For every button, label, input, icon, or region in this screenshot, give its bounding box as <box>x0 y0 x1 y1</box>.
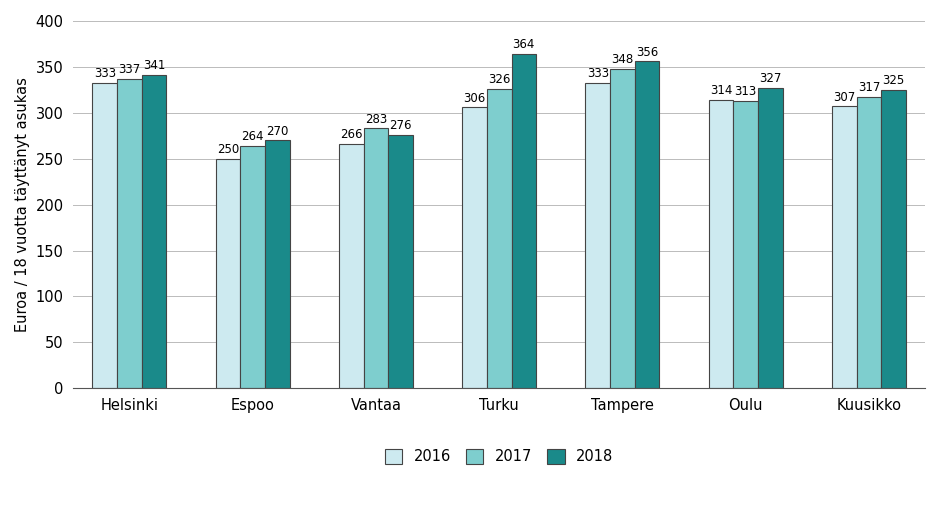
Bar <box>709 100 733 388</box>
Bar <box>265 140 290 388</box>
Text: 356: 356 <box>636 46 658 59</box>
Text: 276: 276 <box>389 119 412 132</box>
Legend: 2016, 2017, 2018: 2016, 2017, 2018 <box>379 443 619 470</box>
Bar <box>634 61 660 388</box>
Bar <box>832 106 856 388</box>
Bar <box>241 146 265 388</box>
Y-axis label: Euroa / 18 vuotta täyttänyt asukas: Euroa / 18 vuotta täyttänyt asukas <box>15 77 30 332</box>
Text: 317: 317 <box>858 81 880 94</box>
Text: 333: 333 <box>94 67 116 80</box>
Bar <box>215 159 241 388</box>
Text: 341: 341 <box>143 59 165 72</box>
Bar <box>364 128 388 388</box>
Text: 337: 337 <box>118 63 141 76</box>
Text: 333: 333 <box>587 67 609 80</box>
Text: 314: 314 <box>710 84 732 97</box>
Bar <box>462 107 487 388</box>
Bar <box>339 144 364 388</box>
Bar <box>142 75 166 388</box>
Text: 313: 313 <box>734 85 757 98</box>
Bar <box>856 97 882 388</box>
Bar <box>610 69 635 388</box>
Text: 364: 364 <box>512 39 535 51</box>
Text: 283: 283 <box>365 113 387 126</box>
Bar <box>586 82 610 388</box>
Bar <box>388 135 413 388</box>
Text: 264: 264 <box>242 130 264 143</box>
Text: 326: 326 <box>488 73 510 86</box>
Text: 348: 348 <box>611 53 634 66</box>
Text: 270: 270 <box>266 125 289 138</box>
Bar <box>882 90 906 388</box>
Text: 325: 325 <box>883 74 905 87</box>
Bar <box>511 54 536 388</box>
Bar <box>118 79 142 388</box>
Text: 306: 306 <box>463 92 486 105</box>
Bar <box>758 88 783 388</box>
Text: 266: 266 <box>340 128 363 141</box>
Bar <box>487 89 511 388</box>
Bar <box>92 82 118 388</box>
Text: 327: 327 <box>760 72 781 85</box>
Text: 307: 307 <box>833 91 855 104</box>
Bar <box>733 101 758 388</box>
Text: 250: 250 <box>217 143 239 156</box>
